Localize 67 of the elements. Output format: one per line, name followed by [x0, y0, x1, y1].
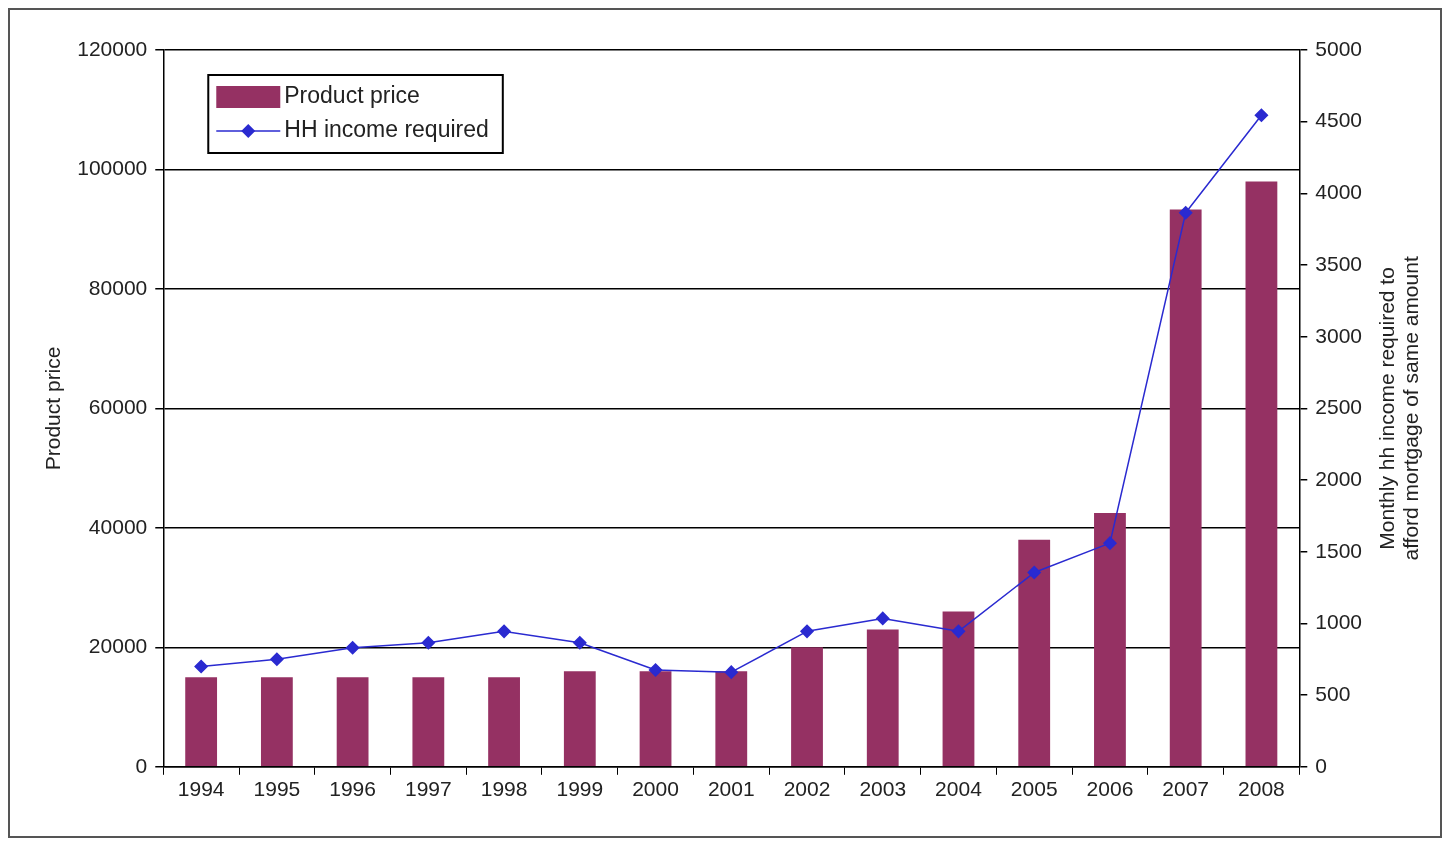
- bar: [488, 677, 520, 767]
- y2-tick-label: 4000: [1315, 180, 1362, 204]
- x-tick-label: 2001: [707, 777, 755, 801]
- y2-tick-label: 0: [1315, 753, 1327, 777]
- x-tick-label: 2006: [1086, 777, 1134, 801]
- y2-tick-label: 4500: [1315, 108, 1362, 132]
- bar: [639, 671, 672, 767]
- y-tick-label: 120000: [77, 36, 148, 60]
- y-axis-title: Product price: [41, 346, 65, 471]
- y2-tick-label: 2500: [1315, 395, 1362, 419]
- bar: [1245, 181, 1278, 767]
- y2-tick-label: 3000: [1315, 323, 1362, 347]
- bar: [260, 677, 293, 767]
- y-tick-label: 0: [135, 753, 148, 777]
- x-tick-label: 1998: [480, 777, 528, 801]
- bar: [715, 671, 748, 767]
- point: [1103, 536, 1117, 550]
- bar: [1169, 209, 1202, 767]
- y2-tick-label: 5000: [1315, 36, 1362, 60]
- bar: [412, 677, 445, 767]
- x-tick-label: 2007: [1162, 777, 1210, 801]
- y2-axis-title: Monthly hh income required to afford mortgage of same amount: [1374, 256, 1422, 561]
- x-tick-label: 2003: [859, 777, 907, 801]
- bar: [1094, 512, 1126, 767]
- point: [421, 636, 436, 650]
- y-tick-label: 60000: [88, 395, 148, 419]
- legend-label: HH income required: [284, 116, 489, 143]
- x-tick-label: 1997: [404, 777, 452, 801]
- y-tick-label: 20000: [88, 634, 148, 658]
- y2-tick-label: 1000: [1315, 610, 1362, 634]
- y2-tick-label: 500: [1315, 681, 1351, 705]
- bar: [1018, 539, 1051, 767]
- y2-tick-label: 1500: [1315, 538, 1362, 562]
- point: [573, 636, 587, 650]
- bar: [791, 647, 823, 767]
- point: [951, 624, 966, 639]
- x-tick-label: 2000: [632, 777, 679, 801]
- x-tick-label: 1996: [329, 777, 376, 801]
- legend-label: Product price: [284, 82, 420, 109]
- point: [800, 624, 814, 639]
- point: [1254, 108, 1269, 122]
- x-tick-label: 1999: [556, 777, 604, 801]
- bar: [563, 671, 596, 767]
- bar: [336, 677, 369, 767]
- point: [497, 624, 511, 639]
- x-tick-label: 2002: [783, 777, 831, 801]
- point: [876, 611, 890, 626]
- x-tick-label: 1994: [177, 777, 225, 801]
- point: [194, 659, 208, 674]
- y-tick-label: 80000: [88, 275, 148, 299]
- y2-tick-label: 2000: [1315, 466, 1362, 490]
- y-tick-label: 40000: [88, 514, 148, 538]
- point: [1027, 565, 1041, 580]
- point: [270, 652, 284, 667]
- x-tick-label: 2008: [1238, 777, 1285, 801]
- bar: [185, 677, 218, 767]
- x-tick-label: 1995: [253, 777, 301, 801]
- x-tick-label: 2005: [1010, 777, 1058, 801]
- x-tick-label: 2004: [935, 777, 983, 801]
- point: [345, 641, 360, 655]
- point: [724, 665, 739, 679]
- bar: [942, 611, 975, 767]
- y-tick-label: 100000: [77, 156, 148, 180]
- y2-tick-label: 3500: [1315, 251, 1362, 275]
- bar: [866, 629, 899, 767]
- point: [1178, 205, 1193, 220]
- point: [648, 663, 663, 677]
